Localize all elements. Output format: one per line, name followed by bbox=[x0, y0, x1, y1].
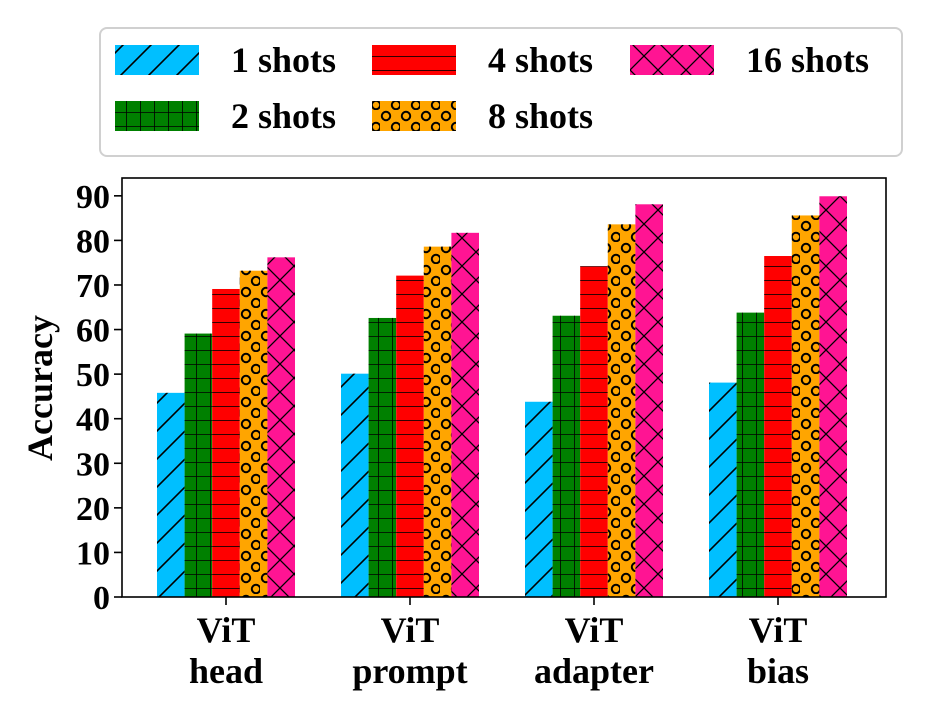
bar-hatch bbox=[736, 312, 765, 597]
legend-label: 2 shots bbox=[231, 96, 336, 136]
x-tick-label: head bbox=[189, 651, 263, 691]
x-tick-label: bias bbox=[747, 651, 809, 691]
y-tick-label: 70 bbox=[76, 268, 110, 305]
legend-label: 4 shots bbox=[488, 40, 593, 80]
bar-hatch bbox=[267, 257, 295, 597]
bar-hatch bbox=[423, 246, 452, 597]
bar-hatch bbox=[580, 266, 608, 597]
bar-hatch bbox=[368, 317, 397, 597]
bar-hatch bbox=[184, 333, 213, 597]
x-tick-label: ViT bbox=[749, 610, 808, 650]
bar-hatch bbox=[396, 275, 424, 597]
legend-swatch-hatch bbox=[372, 101, 456, 131]
bar-hatch bbox=[525, 401, 553, 597]
y-tick-label: 10 bbox=[76, 535, 110, 572]
x-tick-label: adapter bbox=[534, 651, 654, 691]
y-tick-label: 30 bbox=[76, 446, 110, 483]
bar-hatch bbox=[709, 382, 737, 597]
x-tick-label: ViT bbox=[381, 610, 440, 650]
legend-swatch-hatch bbox=[630, 45, 714, 75]
bar-hatch bbox=[341, 373, 369, 597]
y-tick-label: 40 bbox=[76, 402, 110, 439]
y-tick-label: 60 bbox=[76, 313, 110, 350]
bar-hatch bbox=[212, 288, 240, 597]
x-tick-label: prompt bbox=[352, 651, 467, 691]
y-axis-label: Accuracy bbox=[20, 315, 60, 461]
y-tick-label: 80 bbox=[76, 223, 110, 260]
y-tick-label: 0 bbox=[93, 580, 110, 617]
legend-swatch-hatch bbox=[115, 101, 199, 131]
bar-hatch bbox=[451, 232, 479, 597]
legend-label: 8 shots bbox=[488, 96, 593, 136]
legend-label: 16 shots bbox=[746, 40, 869, 80]
bar-hatch bbox=[764, 256, 792, 597]
legend-swatch-hatch bbox=[372, 45, 456, 75]
x-tick-label: ViT bbox=[565, 610, 624, 650]
y-tick-label: 90 bbox=[76, 179, 110, 216]
bar-hatch bbox=[157, 392, 185, 597]
bar-hatch bbox=[552, 315, 581, 597]
bar-hatch bbox=[607, 224, 636, 597]
legend: 1 shots 2 shots 4 shots 8 shots 16 shots bbox=[99, 27, 903, 157]
legend-swatch-hatch bbox=[115, 45, 199, 75]
y-axis: 0 10 20 30 40 50 60 70 80 90 bbox=[76, 179, 122, 617]
bar-hatch bbox=[239, 270, 268, 597]
y-tick-label: 20 bbox=[76, 491, 110, 528]
plot-frame bbox=[121, 177, 887, 598]
y-tick-label: 50 bbox=[76, 357, 110, 394]
bar-hatch bbox=[819, 196, 847, 598]
x-tick-label: ViT bbox=[197, 610, 256, 650]
bar-hatch bbox=[791, 215, 820, 597]
bar-hatch bbox=[635, 204, 663, 597]
bar-area bbox=[157, 196, 847, 598]
legend-label: 1 shots bbox=[231, 40, 336, 80]
